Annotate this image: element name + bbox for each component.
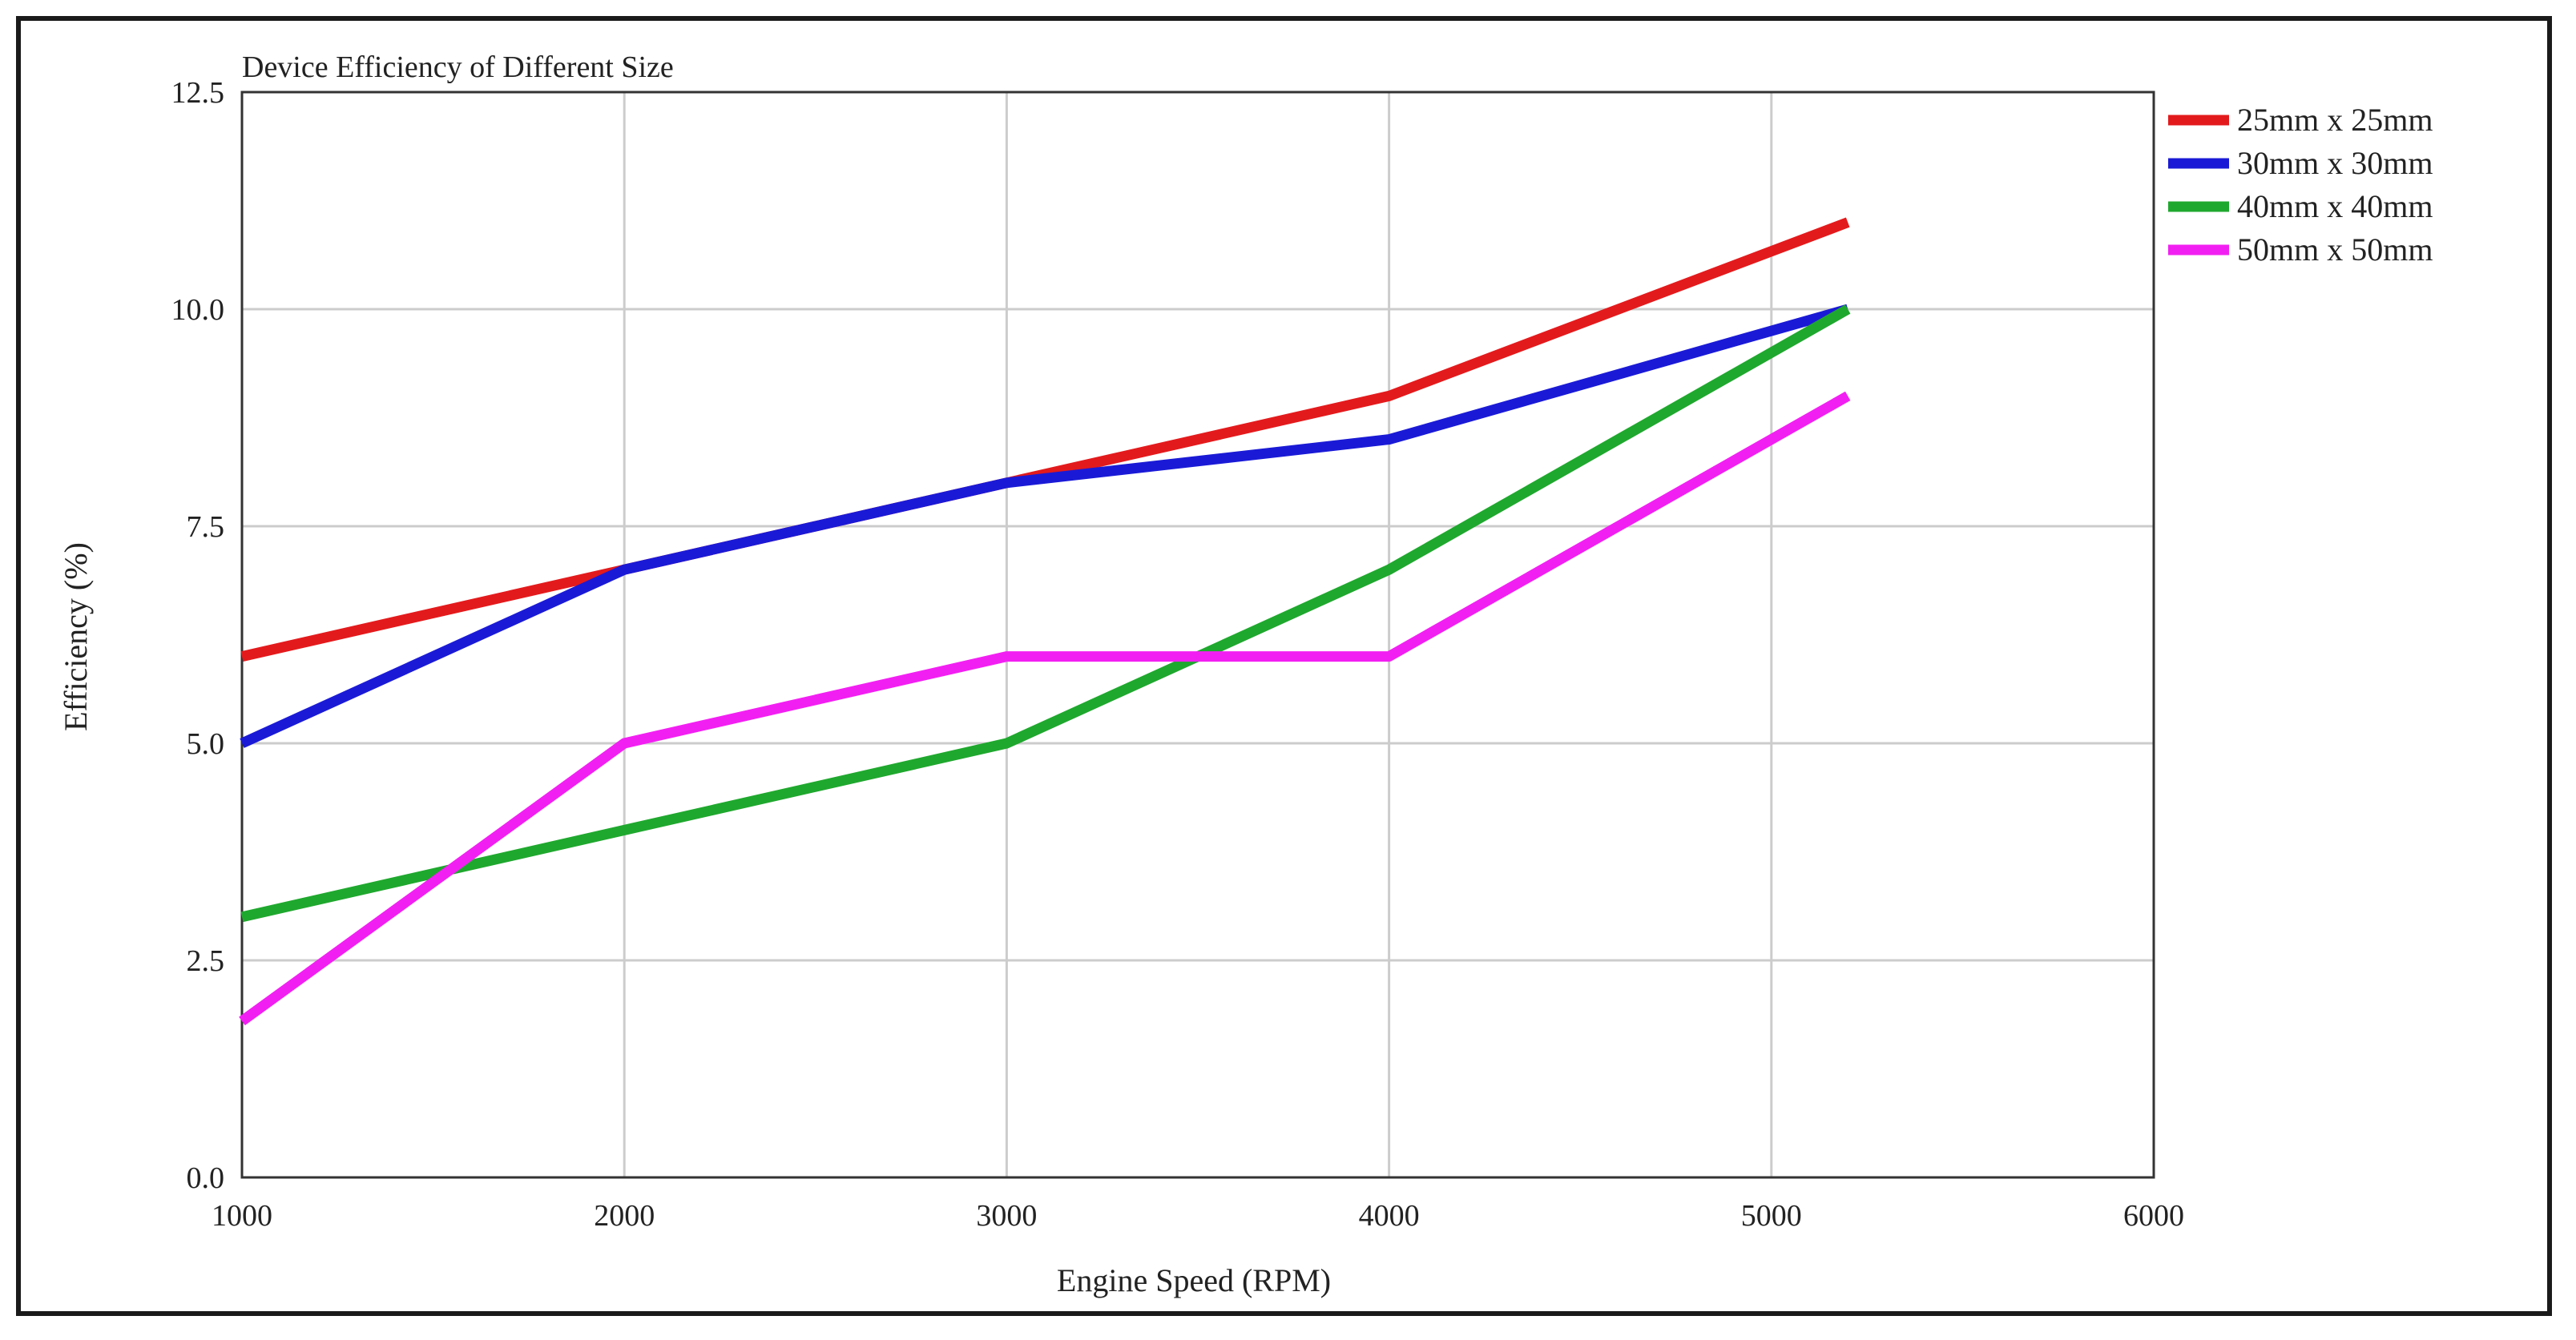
plot-area — [240, 91, 2155, 1179]
tick-labels: 1000 2000 3000 4000 5000 6000 0.0 2.5 5.0 7.5 10.0… — [171, 76, 2185, 1233]
x-tick-label: 5000 — [1741, 1199, 1802, 1233]
chart-frame — [16, 16, 2552, 1316]
y-tick-label: 12.5 — [171, 76, 225, 110]
legend-label-1: 25mm x 25mm — [2237, 102, 2433, 138]
y-tick-label: 10.0 — [171, 293, 225, 327]
series-lines — [239, 217, 1851, 1026]
legend: 25mm x 25mm 30mm x 30mm 40mm x 40mm 50mm x … — [2168, 102, 2433, 268]
x-tick-label: 6000 — [2123, 1199, 2184, 1233]
y-axis-label: Efficiency (%) — [58, 542, 94, 731]
y-tick-label: 7.5 — [187, 510, 225, 544]
legend-label-2: 30mm x 30mm — [2237, 145, 2433, 181]
series-line-3 — [240, 304, 1851, 923]
y-tick-label: 5.0 — [187, 727, 225, 761]
x-tick-label: 1000 — [212, 1199, 272, 1233]
series-line-1 — [240, 217, 1850, 662]
grid-lines — [240, 91, 2155, 1179]
chart-title: Device Efficiency of Different Size — [242, 50, 674, 84]
y-tick-label: 0.0 — [187, 1161, 225, 1195]
legend-label-3: 40mm x 40mm — [2237, 188, 2433, 224]
x-axis-label: Engine Speed (RPM) — [1057, 1262, 1331, 1298]
series-line-4 — [239, 391, 1851, 1026]
x-tick-label: 3000 — [976, 1199, 1037, 1233]
y-tick-label: 2.5 — [187, 944, 225, 978]
series-line-2 — [240, 304, 1849, 748]
x-tick-label: 2000 — [594, 1199, 655, 1233]
x-tick-label: 4000 — [1359, 1199, 1420, 1233]
legend-label-4: 50mm x 50mm — [2237, 231, 2433, 268]
